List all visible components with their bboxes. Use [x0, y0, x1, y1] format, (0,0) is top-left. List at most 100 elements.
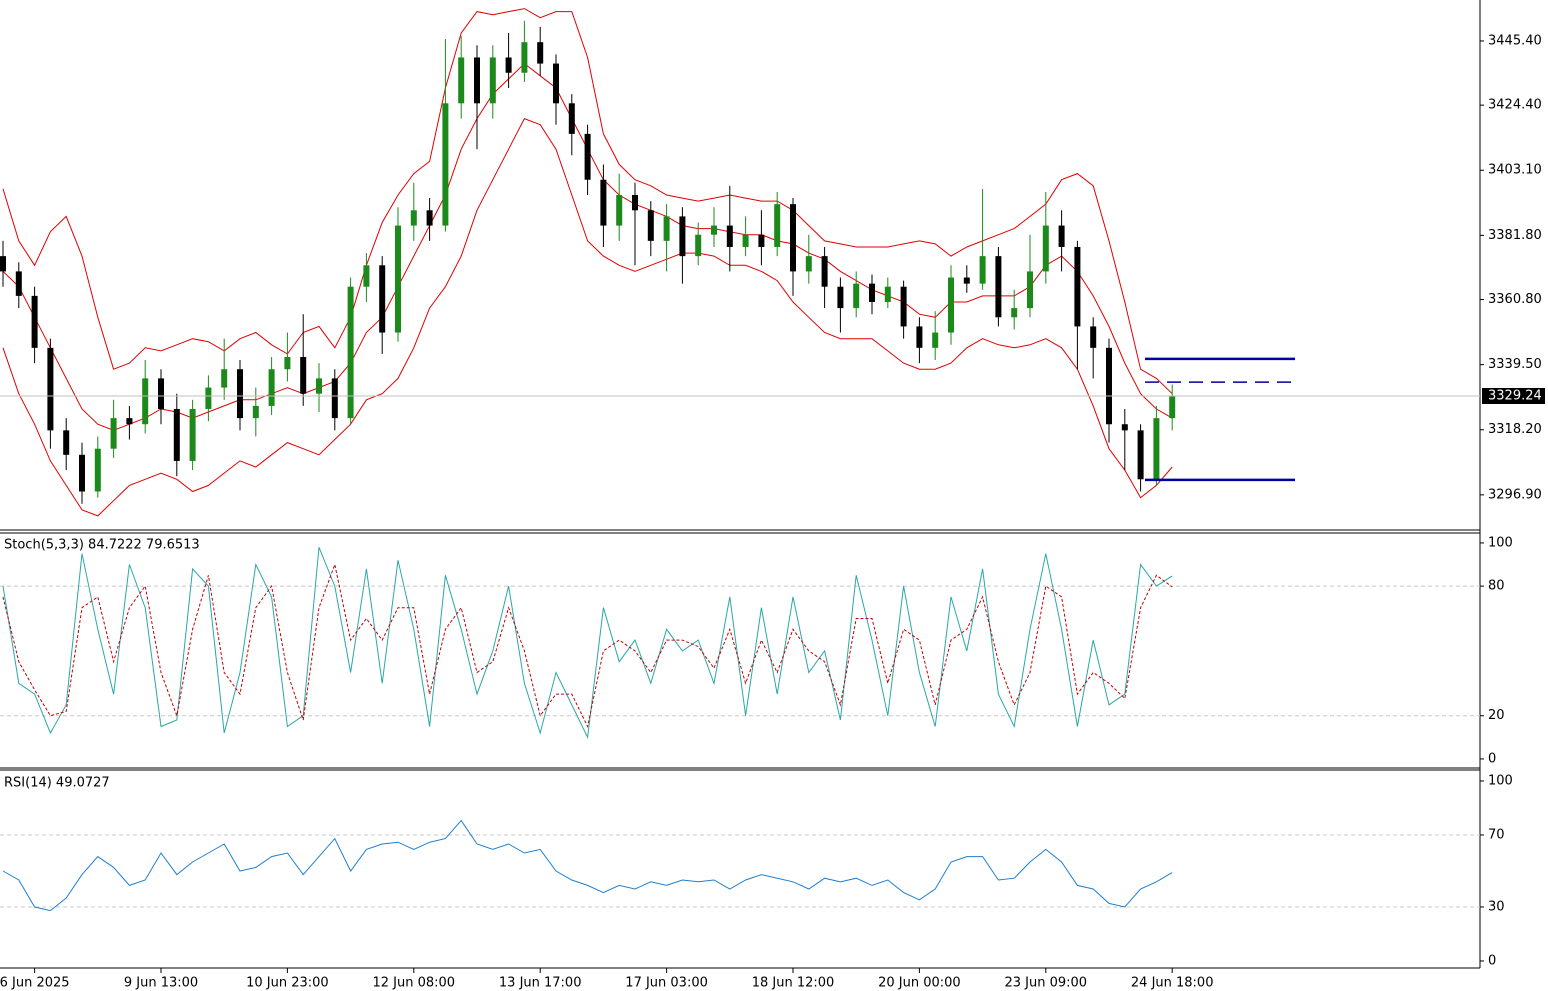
candle-body [221, 369, 228, 388]
candle-body [158, 378, 164, 409]
candle-body [995, 256, 1002, 318]
candle-body [821, 256, 828, 287]
candle-body [884, 286, 891, 302]
candle-body [268, 369, 275, 406]
candle-body [347, 286, 354, 419]
candle-body [695, 234, 702, 257]
candle-body [1169, 396, 1176, 419]
candle-body [1137, 430, 1144, 480]
candle-body [679, 216, 686, 257]
y-tick-label: 70 [1488, 827, 1505, 842]
candle-body [853, 283, 860, 309]
x-tick-label: 10 Jun 23:00 [246, 976, 329, 991]
candle-body [568, 103, 575, 134]
candle-body [1027, 271, 1033, 309]
candle-body [979, 256, 986, 284]
candle-body [1058, 225, 1065, 247]
candle-body [363, 265, 370, 287]
candle-body [1106, 347, 1112, 425]
candle-body [726, 225, 733, 247]
candle-body [237, 369, 243, 419]
y-tick-label: 3296.90 [1488, 487, 1542, 502]
candle-body [1011, 308, 1018, 318]
candle-body [963, 277, 970, 284]
x-tick-label: 13 Jun 17:00 [499, 976, 582, 991]
candle-body [1042, 225, 1049, 272]
candle-body [790, 204, 796, 272]
last-price-box [1482, 388, 1545, 405]
x-tick-label: 6 Jun 2025 [0, 976, 70, 991]
candle-body [616, 195, 623, 226]
candle-body [869, 283, 875, 302]
x-tick-label: 20 Jun 00:00 [878, 976, 961, 991]
x-tick-label: 17 Jun 03:00 [625, 976, 708, 991]
y-tick-label: 3424.40 [1488, 98, 1542, 113]
y-tick-label: 100 [1488, 773, 1513, 788]
candle-body [742, 234, 749, 247]
candle-body [0, 256, 6, 272]
candle-body [284, 357, 291, 370]
indicator-line [2, 547, 1173, 740]
x-tick-label: 23 Jun 09:00 [1005, 976, 1088, 991]
candle-body [505, 57, 512, 73]
candle-body [252, 405, 259, 419]
candle-body [410, 210, 417, 226]
candle-body [458, 57, 465, 104]
candle-body [537, 42, 544, 64]
rsi-title: RSI(14) 49.0727 [4, 776, 110, 791]
candle-body [474, 57, 480, 104]
candle-body [521, 42, 528, 73]
candle-body [316, 378, 322, 394]
candle-body [79, 454, 85, 492]
indicator-line [2, 562, 1173, 729]
candle-body [426, 210, 433, 226]
candle-body [63, 430, 70, 455]
candle-body [489, 57, 496, 104]
candle-body [1090, 326, 1097, 348]
candle-body [647, 210, 654, 241]
x-tick-label: 12 Jun 08:00 [373, 976, 456, 991]
y-tick-label: 3403.10 [1488, 163, 1542, 178]
candle-body [31, 295, 38, 348]
bollinger-upper [2, 8, 1173, 395]
y-tick-label: 3381.80 [1488, 228, 1542, 243]
candle-body [110, 418, 117, 449]
candle-body [94, 448, 101, 492]
candle-body [711, 225, 717, 235]
candle-body [632, 195, 638, 211]
y-tick-label: 100 [1488, 535, 1513, 550]
candle-body [948, 277, 954, 333]
y-tick-label: 3360.80 [1488, 292, 1542, 307]
candle-body [837, 286, 844, 309]
x-tick-label: 9 Jun 13:00 [124, 976, 198, 991]
candle-body [663, 216, 670, 241]
candle-body [758, 234, 765, 247]
candle-body [189, 408, 196, 461]
candle-body [142, 378, 149, 425]
y-tick-label: 0 [1488, 953, 1496, 968]
candle-body [1153, 418, 1160, 480]
candle-body [173, 408, 180, 461]
candle-body [205, 387, 212, 409]
candle-body [47, 347, 54, 431]
candle-body [1074, 246, 1081, 327]
candle-body [379, 265, 386, 333]
candle-body [15, 271, 22, 296]
y-tick-label: 20 [1488, 708, 1505, 723]
candle-body [774, 204, 781, 247]
y-tick-label: 3339.50 [1488, 357, 1542, 372]
candle-body [300, 357, 307, 394]
stoch-title: Stoch(5,3,3) 84.7222 79.6513 [4, 538, 200, 553]
candle-body [395, 225, 401, 333]
indicator-line [2, 819, 1173, 912]
y-tick-label: 30 [1488, 899, 1505, 914]
candle-body [442, 103, 449, 226]
y-tick-label: 3445.40 [1488, 33, 1542, 48]
candle-body [1121, 424, 1128, 431]
candle-body [553, 63, 559, 104]
candle-body [331, 378, 338, 419]
candle-body [805, 256, 812, 272]
candle-body [126, 418, 133, 425]
